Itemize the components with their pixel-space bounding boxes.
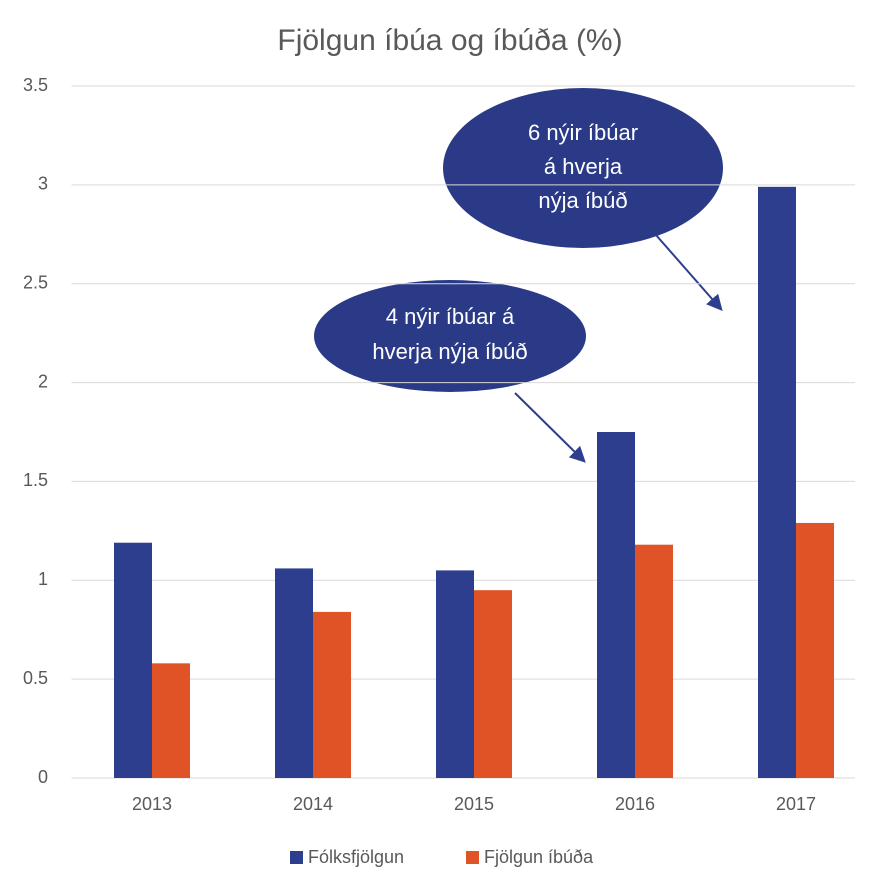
y-tick-label: 0.5 — [23, 668, 48, 688]
x-tick-label: 2017 — [776, 794, 816, 814]
y-tick-label: 1.5 — [23, 470, 48, 490]
y-tick-label: 2.5 — [23, 272, 48, 292]
x-tick-label: 2015 — [454, 794, 494, 814]
y-tick-label: 2 — [38, 371, 48, 391]
callout — [314, 280, 586, 392]
annotation-text: hverja nýja íbúð — [372, 339, 527, 364]
legend-swatch — [290, 851, 303, 864]
x-tick-label: 2016 — [615, 794, 655, 814]
bar — [796, 522, 834, 778]
y-tick-label: 3.5 — [23, 75, 48, 95]
y-tick-label: 0 — [38, 767, 48, 787]
legend-label: Fjölgun íbúða — [484, 847, 594, 867]
arrow — [655, 234, 723, 312]
arrow — [514, 392, 586, 463]
bar — [152, 663, 190, 778]
bar — [597, 432, 635, 778]
bar — [474, 590, 512, 778]
x-tick-label: 2014 — [293, 794, 333, 814]
callout — [443, 88, 723, 248]
bar — [635, 544, 673, 778]
annotation-text: á hverja — [544, 154, 623, 179]
bar — [436, 570, 474, 778]
annotation-text: 4 nýir íbúar á — [386, 304, 515, 329]
legend-swatch — [466, 851, 479, 864]
bar — [114, 542, 152, 778]
annotation-text: nýja íbúð — [538, 188, 627, 213]
bar — [313, 611, 351, 778]
annotation-text: 6 nýir íbúar — [528, 120, 638, 145]
legend-label: Fólksfjölgun — [308, 847, 404, 867]
y-tick-label: 1 — [38, 569, 48, 589]
chart-title: Fjölgun íbúa og íbúða (%) — [277, 24, 622, 57]
y-tick-label: 3 — [38, 174, 48, 194]
x-tick-label: 2013 — [132, 794, 172, 814]
bar — [275, 568, 313, 778]
bar — [758, 186, 796, 778]
